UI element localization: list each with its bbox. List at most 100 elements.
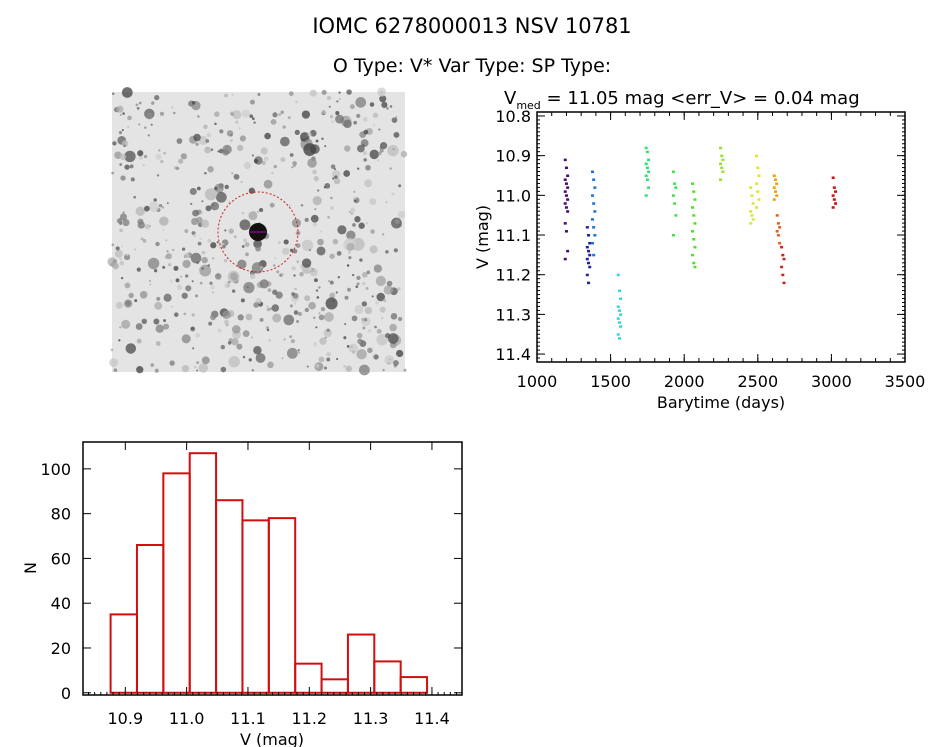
star — [112, 262, 119, 270]
star — [389, 167, 392, 170]
star — [276, 270, 280, 274]
star — [397, 210, 406, 219]
star — [224, 319, 229, 325]
star — [111, 92, 115, 95]
star — [271, 171, 274, 175]
data-point — [673, 182, 677, 185]
star — [301, 239, 314, 252]
data-point — [751, 218, 755, 221]
star — [151, 101, 155, 105]
star — [289, 304, 293, 308]
star — [111, 171, 114, 175]
star — [318, 286, 321, 289]
data-point — [592, 253, 596, 257]
star — [400, 150, 408, 158]
star — [192, 209, 199, 217]
data-point — [563, 158, 567, 162]
y-tick-label: 20 — [51, 639, 71, 658]
star — [210, 242, 217, 249]
star — [153, 198, 157, 202]
star — [249, 114, 254, 119]
star — [209, 281, 213, 285]
star — [354, 216, 361, 223]
data-point — [720, 154, 724, 158]
star — [178, 158, 184, 164]
histogram-bar — [109, 613, 138, 694]
star — [312, 219, 315, 222]
star — [204, 146, 211, 154]
data-point — [749, 222, 753, 225]
star — [312, 222, 317, 227]
data-point — [775, 214, 779, 217]
star — [376, 328, 382, 334]
data-point — [750, 214, 754, 217]
data-point — [616, 317, 620, 320]
star — [336, 251, 342, 256]
star — [376, 292, 386, 302]
star — [281, 357, 284, 360]
star — [115, 246, 120, 251]
star — [389, 323, 397, 332]
data-point — [617, 289, 621, 293]
histogram-bar — [241, 519, 270, 694]
star — [248, 211, 258, 221]
star — [336, 357, 339, 361]
star — [114, 249, 123, 258]
star — [135, 206, 146, 216]
star — [363, 158, 367, 162]
star — [294, 287, 297, 291]
star — [138, 155, 143, 160]
star — [180, 153, 187, 160]
star — [118, 339, 121, 342]
star — [201, 211, 204, 215]
star — [129, 164, 134, 169]
star — [315, 363, 320, 368]
star — [156, 174, 160, 177]
star — [239, 135, 246, 142]
star — [253, 345, 262, 355]
data-point — [593, 186, 597, 189]
star — [355, 96, 367, 108]
data-point — [564, 182, 568, 185]
star — [165, 253, 172, 260]
star — [210, 314, 216, 321]
star — [168, 263, 172, 267]
star — [329, 292, 336, 299]
star — [165, 239, 168, 242]
star — [235, 120, 239, 124]
data-point — [671, 170, 675, 174]
star — [147, 134, 150, 137]
star — [207, 166, 214, 173]
star — [356, 167, 360, 170]
star — [344, 145, 351, 152]
star — [217, 150, 220, 153]
star — [196, 186, 201, 191]
star — [194, 365, 197, 369]
plot-frame — [536, 111, 906, 363]
star — [266, 326, 269, 329]
star — [244, 242, 250, 247]
star — [356, 144, 365, 153]
data-point — [772, 198, 776, 201]
star — [125, 343, 137, 354]
star — [110, 348, 114, 352]
star — [266, 305, 269, 308]
star — [274, 257, 277, 260]
star — [210, 148, 214, 152]
star — [392, 148, 395, 151]
star — [122, 112, 125, 115]
star — [255, 353, 266, 363]
star — [111, 243, 115, 247]
star — [344, 323, 347, 326]
star — [332, 238, 339, 245]
star — [154, 368, 159, 373]
data-point — [755, 182, 759, 185]
star — [289, 153, 294, 157]
star — [134, 299, 138, 303]
star — [133, 195, 137, 199]
star — [201, 250, 206, 255]
star — [216, 241, 219, 244]
histogram-bar — [399, 676, 429, 694]
data-point — [772, 174, 776, 177]
data-point — [782, 257, 786, 261]
